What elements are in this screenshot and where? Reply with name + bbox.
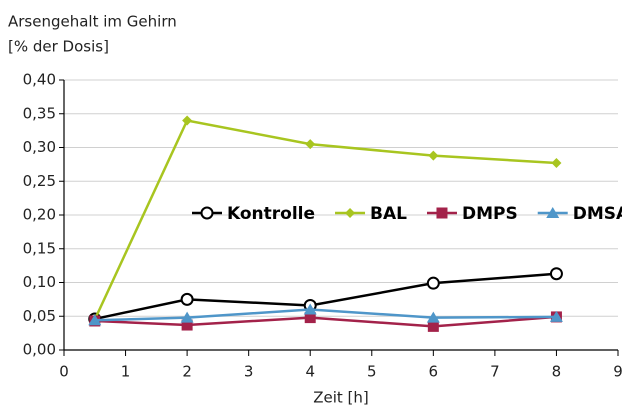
marker (428, 150, 439, 161)
y-tick-label: 0,15 (23, 239, 56, 257)
marker (181, 319, 193, 331)
marker (180, 292, 194, 306)
grid (64, 79, 618, 351)
y-tick-label: 0,10 (23, 273, 56, 291)
legend-label: DMPS (462, 204, 518, 224)
legend-marker (200, 206, 214, 220)
x-tick-label: 5 (367, 363, 377, 381)
x-tick-label: 9 (613, 363, 622, 381)
marker (305, 139, 316, 150)
marker (427, 320, 439, 332)
marker (303, 303, 317, 315)
marker (549, 267, 563, 281)
y-tick-label: 0,05 (23, 307, 56, 325)
y-tick-label: 0,40 (23, 71, 56, 89)
marker (549, 310, 563, 322)
legend-marker (546, 207, 560, 218)
marker (88, 314, 102, 326)
y-tick-label: 0,35 (23, 104, 56, 122)
x-axis-label: Zeit [h] (313, 389, 369, 407)
legend-label: Kontrolle (227, 204, 315, 224)
y-tick-label: 0,00 (23, 341, 56, 359)
x-tick-label: 3 (244, 363, 254, 381)
y-tick-label: 0,25 (23, 172, 56, 190)
legend-marker (436, 207, 448, 219)
x-tick-label: 4 (305, 363, 315, 381)
x-tick-label: 7 (490, 363, 500, 381)
x-tick-label: 6 (429, 363, 439, 381)
x-tick-label: 1 (121, 363, 131, 381)
y-axis-label: Arsengehalt im Gehirn (8, 13, 177, 31)
series-line (94, 272, 557, 321)
legend-label: BAL (370, 204, 407, 224)
y-axis-label: [% der Dosis] (8, 38, 109, 56)
x-tick-label: 0 (59, 363, 69, 381)
marker (426, 276, 440, 290)
x-tick-label: 2 (182, 363, 192, 381)
legend-label: DMSA (573, 204, 622, 224)
marker (180, 311, 194, 323)
y-tick-label: 0,20 (23, 206, 56, 224)
x-tick-label: 8 (552, 363, 562, 381)
marker (304, 312, 316, 324)
legend-marker (345, 208, 356, 218)
y-tick-label: 0,30 (23, 138, 56, 156)
marker (426, 311, 440, 323)
marker (551, 158, 562, 169)
marker (182, 115, 193, 126)
